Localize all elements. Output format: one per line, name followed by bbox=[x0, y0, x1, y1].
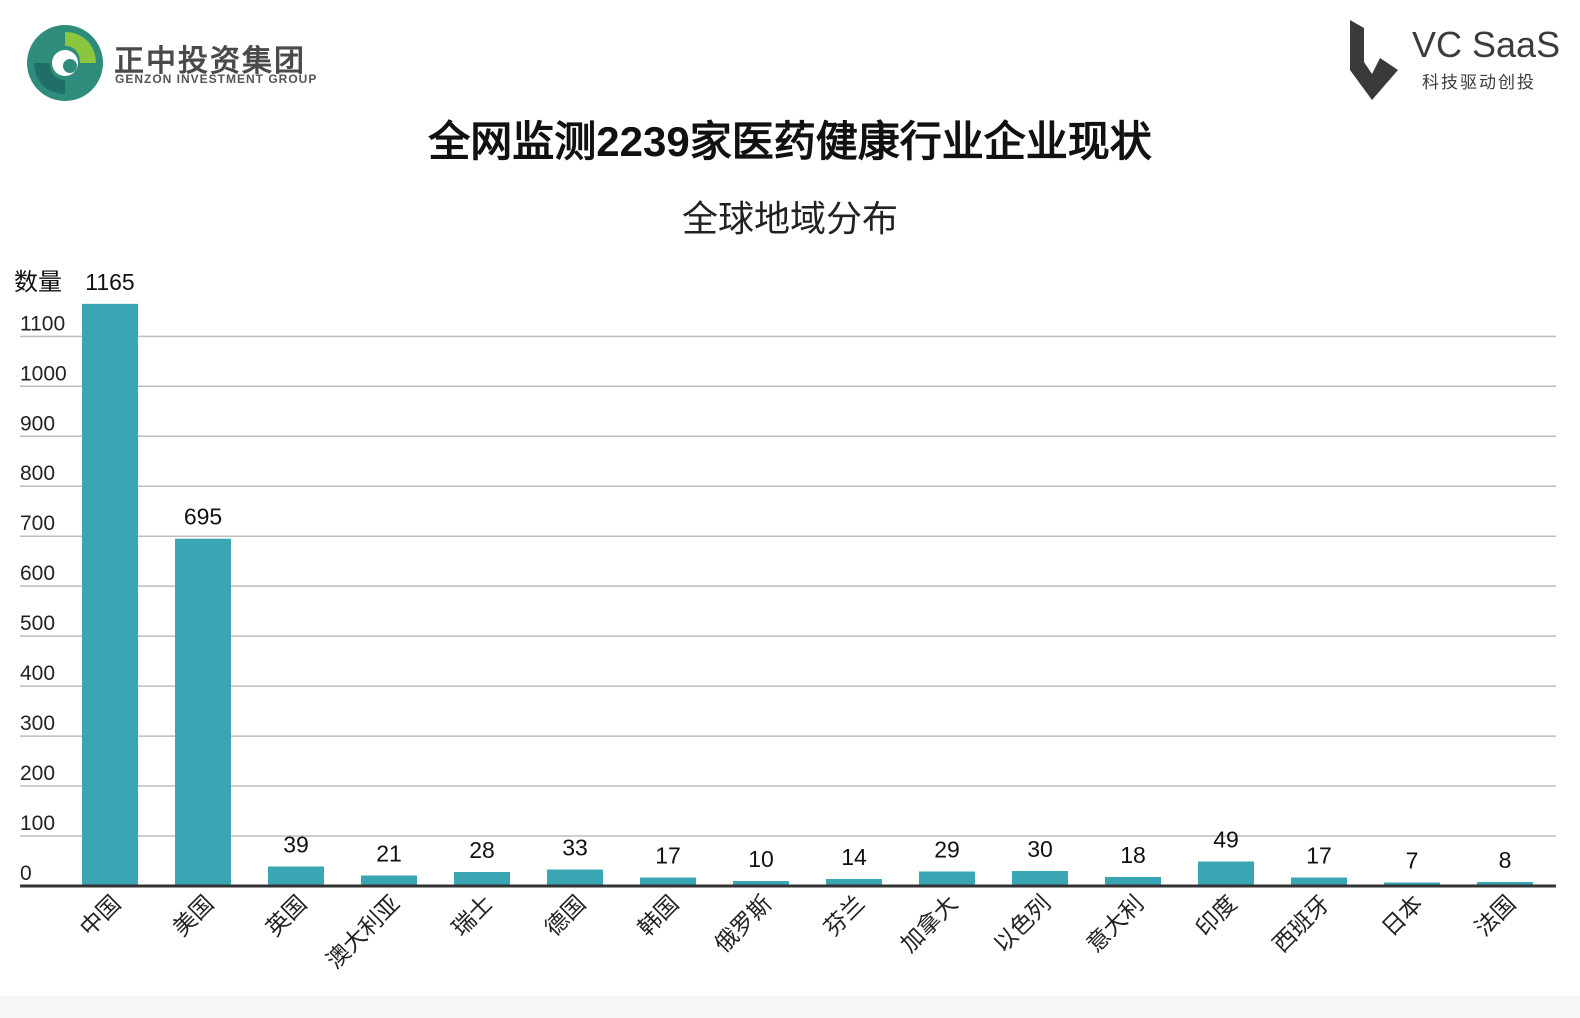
genzon-name-cn: 正中投资集团 bbox=[114, 45, 306, 78]
vc-saas-logo: VC SaaS 科技驱动创投 bbox=[1336, 18, 1560, 104]
bar-11 bbox=[1105, 877, 1161, 886]
bar-5 bbox=[547, 869, 603, 886]
x-category-label: 英国 bbox=[261, 890, 312, 941]
x-category-label: 中国 bbox=[75, 890, 126, 941]
y-tick-label: 1100 bbox=[20, 312, 65, 335]
data-label: 30 bbox=[1027, 836, 1053, 862]
genzon-logo: 正中投资集团 GENZON INVESTMENT GROUP bbox=[24, 22, 324, 104]
x-category-label: 印度 bbox=[1191, 890, 1242, 941]
y-tick-label: 200 bbox=[20, 762, 55, 785]
data-label: 29 bbox=[934, 837, 960, 863]
data-label: 14 bbox=[841, 844, 867, 870]
x-category-label: 美国 bbox=[168, 890, 219, 941]
bar-7 bbox=[733, 881, 789, 886]
data-label: 10 bbox=[748, 846, 774, 872]
x-category-label: 法国 bbox=[1470, 890, 1521, 941]
x-category-label: 日本 bbox=[1377, 890, 1428, 941]
y-tick-label: 0 bbox=[20, 862, 32, 885]
x-category-label: 德国 bbox=[540, 890, 591, 941]
x-category-labels: 中国 美国 英国 澳大利亚 瑞士 德国 韩国 俄罗斯 芬兰 加拿大 以色列 意大利 印度 西班牙 日本 法国 bbox=[75, 890, 1521, 973]
bar-2 bbox=[268, 866, 324, 886]
data-label: 695 bbox=[184, 504, 222, 530]
vc-saas-shield-logo-icon bbox=[1350, 20, 1398, 100]
x-category-label: 西班牙 bbox=[1267, 890, 1334, 957]
y-tick-label: 800 bbox=[20, 462, 55, 485]
bar-8 bbox=[826, 879, 882, 886]
bars bbox=[82, 303, 1533, 886]
y-tick-label: 300 bbox=[20, 712, 55, 735]
x-category-label: 韩国 bbox=[633, 890, 684, 941]
data-label: 21 bbox=[376, 841, 402, 867]
genzon-name-en: GENZON INVESTMENT GROUP bbox=[115, 72, 318, 86]
data-labels: 1165 695 39 21 28 33 17 10 14 29 30 18 49 17 7 8 bbox=[85, 269, 1511, 874]
bar-10 bbox=[1012, 871, 1068, 886]
bar-12 bbox=[1198, 861, 1254, 886]
x-category-label: 澳大利亚 bbox=[321, 890, 404, 973]
data-label: 8 bbox=[1499, 847, 1512, 873]
page-title: 全网监测2239家医药健康行业企业现状 bbox=[428, 118, 1152, 165]
data-label: 49 bbox=[1213, 827, 1239, 853]
bar-4 bbox=[454, 872, 510, 886]
x-category-label: 意大利 bbox=[1081, 890, 1148, 957]
data-label: 33 bbox=[562, 835, 588, 861]
y-tick-label: 100 bbox=[20, 812, 55, 835]
data-label: 17 bbox=[655, 843, 681, 869]
vc-saas-tagline: 科技驱动创投 bbox=[1422, 73, 1536, 92]
y-tick-label: 600 bbox=[20, 562, 55, 585]
x-category-label: 俄罗斯 bbox=[709, 890, 776, 957]
y-tick-label: 1000 bbox=[20, 362, 67, 385]
data-label: 17 bbox=[1306, 843, 1332, 869]
data-label: 7 bbox=[1406, 848, 1419, 874]
bar-13 bbox=[1291, 877, 1347, 886]
x-category-label: 加拿大 bbox=[895, 890, 962, 957]
genzon-swirl-logo-icon bbox=[27, 25, 103, 101]
chart-subtitle: 全球地域分布 bbox=[681, 198, 898, 239]
x-category-label: 瑞士 bbox=[447, 890, 498, 941]
gridlines bbox=[20, 335, 1556, 837]
vc-saas-name: VC SaaS bbox=[1412, 24, 1561, 65]
y-tick-labels: 0 100 200 300 400 500 600 700 800 900 1000 1100 bbox=[20, 312, 67, 885]
y-tick-label: 900 bbox=[20, 412, 55, 435]
x-category-label: 以色列 bbox=[988, 890, 1055, 957]
data-label: 18 bbox=[1120, 842, 1146, 868]
data-label: 1165 bbox=[85, 269, 134, 295]
footer-strip bbox=[0, 996, 1580, 1018]
y-tick-label: 700 bbox=[20, 512, 55, 535]
data-label: 28 bbox=[469, 837, 495, 863]
data-label: 39 bbox=[283, 832, 309, 858]
bar-6 bbox=[640, 877, 696, 886]
bar-9 bbox=[919, 871, 975, 886]
bar-0 bbox=[82, 303, 138, 886]
bar-14 bbox=[1384, 882, 1440, 886]
y-tick-label: 500 bbox=[20, 612, 55, 635]
bar-15 bbox=[1477, 882, 1533, 886]
x-category-label: 芬兰 bbox=[819, 890, 870, 941]
bar-1 bbox=[175, 538, 231, 886]
y-tick-label: 400 bbox=[20, 662, 55, 685]
y-axis-label: 数量 bbox=[14, 269, 62, 296]
bar-3 bbox=[361, 875, 417, 886]
